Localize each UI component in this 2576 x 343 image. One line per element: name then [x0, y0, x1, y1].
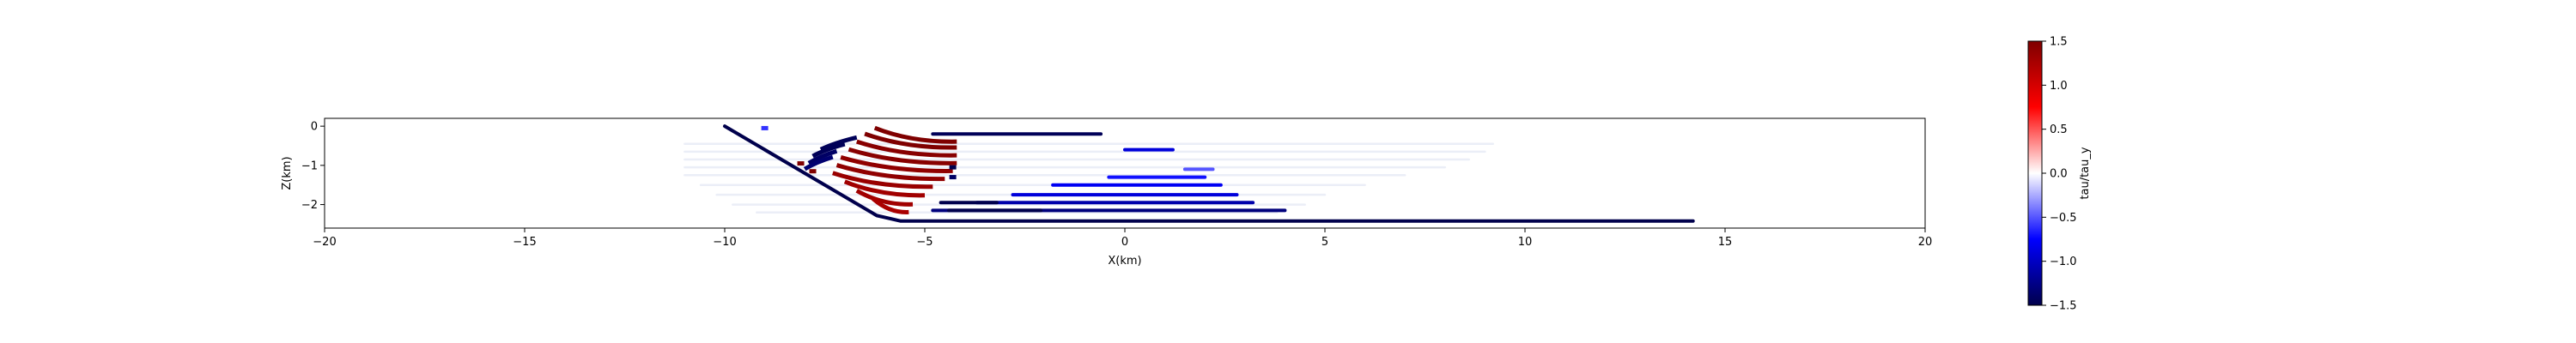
stress-arc — [811, 141, 846, 159]
stress-stripe — [871, 196, 909, 214]
stress-arc — [803, 154, 834, 172]
colorbar-tick-label: 0.5 — [2050, 123, 2068, 136]
stress-stripe — [835, 163, 945, 182]
x-tick-label: 15 — [1718, 236, 1733, 249]
x-tick-label: 20 — [1918, 236, 1933, 249]
stress-arc — [807, 148, 838, 165]
colorbar-tick-label: 1.5 — [2050, 36, 2068, 49]
small-mark — [761, 125, 769, 130]
x-tick-label: −20 — [313, 236, 336, 249]
stress-stripe — [856, 139, 957, 158]
x-tick-label: −5 — [916, 236, 933, 249]
stress-stripe — [832, 171, 933, 190]
y-axis-ticks: 0 −1 −2 — [301, 121, 325, 212]
small-mark — [809, 169, 817, 174]
y-tick-label: −1 — [301, 159, 318, 172]
small-mark — [949, 165, 957, 170]
colorbar-gradient — [2027, 40, 2043, 306]
colorbar: 1.5 1.0 0.5 0.0 −0.5 −1.0 −1.5 tau/tau_y — [2027, 36, 2092, 313]
stress-stripe — [855, 189, 914, 207]
colorbar-ticks: 1.5 1.0 0.5 0.0 −0.5 −1.0 −1.5 — [2042, 36, 2077, 313]
x-tick-label: −10 — [713, 236, 736, 249]
data-marks — [683, 124, 1695, 223]
stress-arc — [819, 135, 858, 152]
stress-stripe — [840, 155, 953, 173]
x-tick-label: 5 — [1321, 236, 1328, 249]
colorbar-tick-label: −1.0 — [2050, 256, 2077, 268]
fault-line — [723, 124, 1695, 223]
y-tick-label: 0 — [311, 121, 318, 134]
stress-stripe — [864, 131, 957, 150]
colorbar-tick-label: 1.0 — [2050, 80, 2068, 93]
small-mark — [949, 175, 957, 180]
stress-stripe — [873, 125, 957, 144]
colorbar-tick-label: 0.0 — [2050, 168, 2068, 181]
colorbar-tick-label: −1.5 — [2050, 300, 2077, 313]
small-mark — [797, 161, 805, 166]
colorbar-title: tau/tau_y — [2079, 147, 2092, 199]
x-axis-ticks: −20 −15 −10 −5 0 5 10 15 20 — [313, 228, 1932, 249]
stress-stripe — [848, 147, 957, 165]
stress-stripe — [843, 179, 926, 198]
y-tick-label: −2 — [301, 199, 318, 212]
x-tick-label: −15 — [513, 236, 536, 249]
x-axis-title: X(km) — [1108, 255, 1141, 268]
y-axis-title: Z(km) — [281, 156, 294, 190]
x-tick-label: 0 — [1121, 236, 1128, 249]
x-tick-label: 10 — [1518, 236, 1533, 249]
plot-area: −20 −15 −10 −5 0 5 10 15 20 0 −1 −2 X(km) Z(km) — [281, 117, 1932, 268]
colorbar-tick-label: −0.5 — [2050, 212, 2077, 225]
